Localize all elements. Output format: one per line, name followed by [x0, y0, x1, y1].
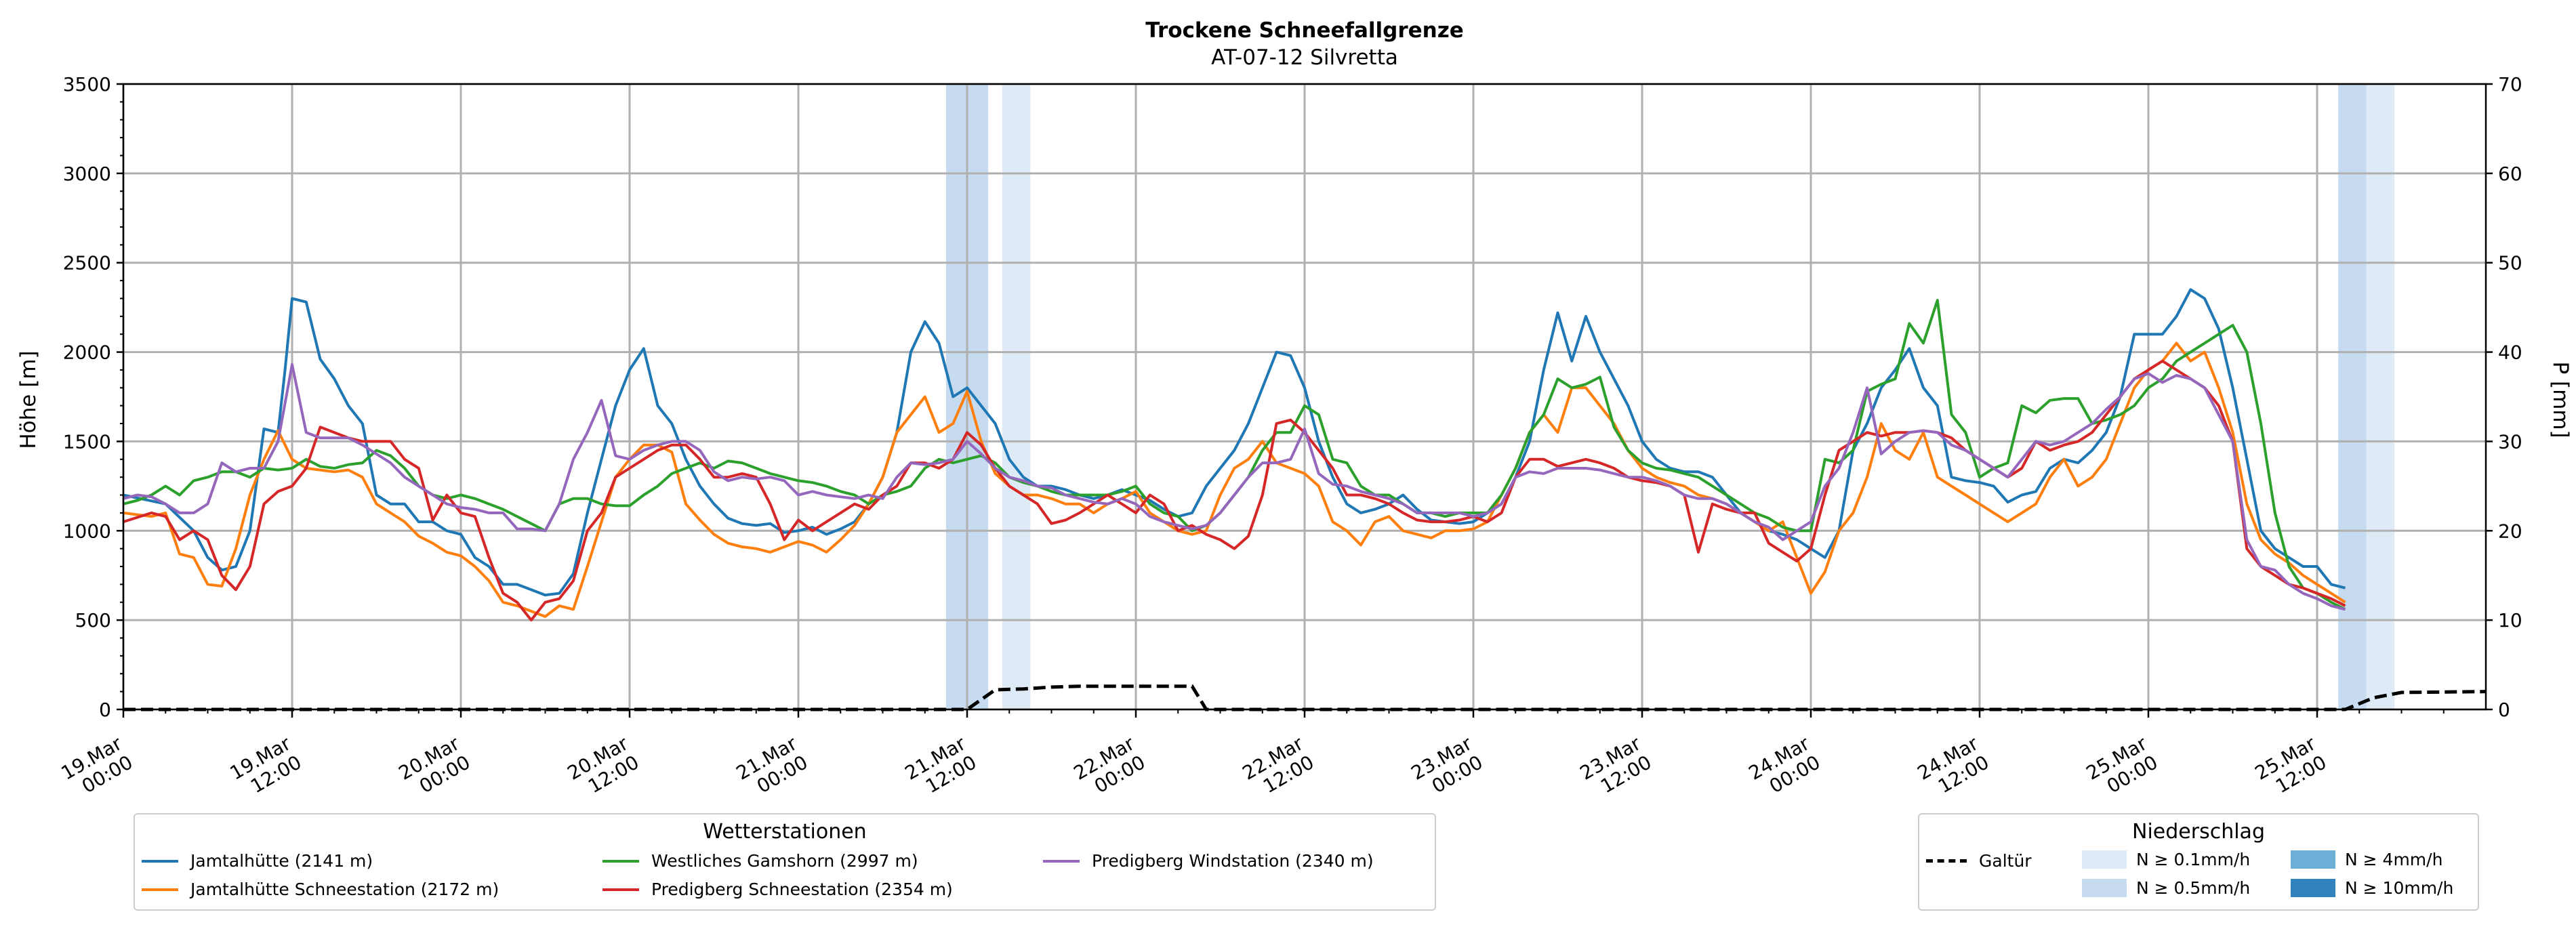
legend-item: Jamtalhütte Schneestation (2172 m) [142, 880, 499, 899]
legend-swatch [2291, 850, 2335, 869]
series-line [123, 299, 2346, 611]
legend-item: Predigberg Schneestation (2354 m) [602, 880, 953, 899]
legend-label: N ≥ 0.1mm/h [2136, 850, 2251, 869]
series-line [123, 359, 2346, 622]
x-tick-label: 23.Mar12:00 [1576, 732, 1656, 803]
legend-item: N ≥ 4mm/h [2291, 850, 2442, 869]
y-right-tick-label: 60 [2498, 163, 2522, 185]
stations-legend: Wetterstationen Jamtalhütte (2141 m) Jam… [134, 813, 1436, 911]
y-right-tick-label: 10 [2498, 609, 2522, 632]
legend-line [142, 888, 178, 891]
y-tick-label: 2000 [63, 342, 111, 364]
x-tick-label: 24.Mar00:00 [1745, 732, 1824, 803]
x-tick-label: 21.Mar00:00 [733, 732, 812, 803]
legend-label: Westliches Gamshorn (2997 m) [651, 851, 918, 871]
y-tick-label: 0 [99, 699, 111, 721]
precip-band [1002, 84, 1031, 709]
legend-swatch [2082, 850, 2127, 869]
precipitation-legend-title: Niederschlag [2132, 820, 2265, 844]
legend-item: N ≥ 0.5mm/h [2082, 878, 2250, 898]
legend-label: Predigberg Schneestation (2354 m) [651, 880, 953, 899]
y-right-tick-label: 0 [2498, 699, 2510, 721]
series-line [123, 288, 2346, 597]
legend-label: N ≥ 4mm/h [2345, 850, 2443, 869]
x-tick-label: 24.Mar12:00 [1914, 732, 1993, 803]
x-tick-label: 25.Mar00:00 [2083, 732, 2162, 803]
x-tick-label: 19.Mar12:00 [226, 732, 306, 803]
legend-item: Predigberg Windstation (2340 m) [1043, 851, 1374, 871]
x-tick-label: 22.Mar12:00 [1239, 732, 1318, 803]
series-line [123, 342, 2346, 618]
legend-dashed-line [1926, 859, 1967, 863]
x-tick-label: 20.Mar12:00 [564, 732, 643, 803]
chart-title: Trockene Schneefallgrenze [1145, 18, 1464, 43]
series-line [123, 363, 2346, 611]
legend-item: Galtür [1926, 851, 2032, 871]
x-tick-label: 20.Mar00:00 [395, 732, 474, 803]
precip-band [2338, 84, 2367, 709]
legend-label: Galtür [1979, 851, 2032, 871]
legend-label: N ≥ 10mm/h [2345, 878, 2454, 898]
legend-item: N ≥ 0.1mm/h [2082, 850, 2250, 869]
legend-line [142, 859, 178, 863]
x-tick-label: 23.Mar00:00 [1408, 732, 1487, 803]
x-tick-label: 21.Mar12:00 [901, 732, 981, 803]
legend-line [1043, 859, 1080, 863]
legend-line [602, 888, 639, 891]
legend-item: Westliches Gamshorn (2997 m) [602, 851, 918, 871]
y-tick-label: 3500 [63, 73, 111, 96]
y-right-tick-label: 20 [2498, 520, 2522, 542]
x-tick-label: 19.Mar00:00 [58, 732, 137, 803]
legend-label: Jamtalhütte Schneestation (2172 m) [190, 880, 499, 899]
chart-subtitle: AT-07-12 Silvretta [1211, 45, 1398, 70]
legend-label: Jamtalhütte (2141 m) [190, 851, 373, 871]
x-tick-label: 22.Mar00:00 [1070, 732, 1149, 803]
legend-swatch [2082, 879, 2127, 897]
y-right-tick-label: 50 [2498, 252, 2522, 274]
y-tick-label: 1500 [63, 430, 111, 453]
y-tick-label: 3000 [63, 163, 111, 185]
precipitation-legend: Niederschlag Galtür N ≥ 0.1mm/h N ≥ 0.5m… [1918, 813, 2479, 911]
x-tick-label: 25.Mar12:00 [2251, 732, 2331, 803]
y-tick-label: 1000 [63, 520, 111, 542]
y-axis-label: Höhe [m] [16, 350, 41, 449]
y-right-tick-label: 70 [2498, 73, 2522, 96]
legend-line [602, 859, 639, 863]
legend-label: Predigberg Windstation (2340 m) [1092, 851, 1374, 871]
precip-band [2366, 84, 2395, 709]
y-axis-right-label: P [mm] [2548, 361, 2573, 438]
stations-legend-title: Wetterstationen [703, 820, 867, 844]
legend-item: N ≥ 10mm/h [2291, 878, 2453, 898]
y-right-tick-label: 30 [2498, 430, 2522, 453]
legend-label: N ≥ 0.5mm/h [2136, 878, 2251, 898]
y-tick-label: 2500 [63, 252, 111, 274]
precip-line-galtuer [123, 684, 2487, 711]
y-right-tick-label: 40 [2498, 342, 2522, 364]
y-tick-label: 500 [75, 609, 111, 632]
legend-item: Jamtalhütte (2141 m) [142, 851, 373, 871]
legend-swatch [2291, 879, 2335, 897]
